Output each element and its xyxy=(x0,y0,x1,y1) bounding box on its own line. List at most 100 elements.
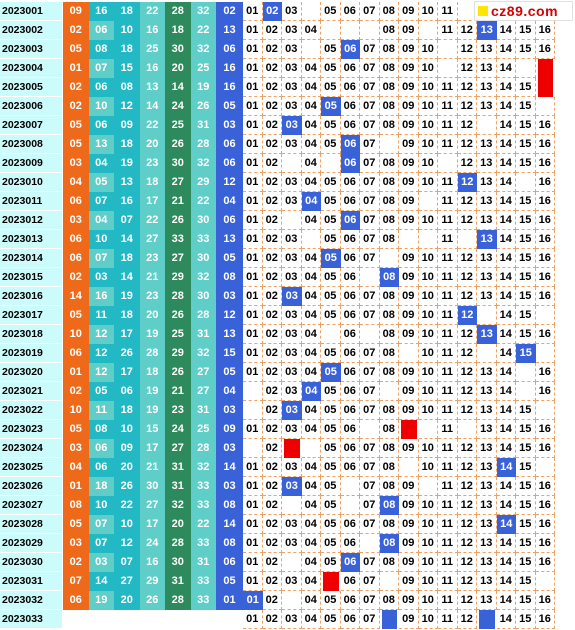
trend-number: 14 xyxy=(496,610,516,629)
trend-number: 11 xyxy=(438,344,458,363)
trend-number: 12 xyxy=(457,534,477,553)
red-ball xyxy=(88,610,114,629)
trend-number: 13 xyxy=(477,97,497,116)
trend-number: 14 xyxy=(496,344,516,363)
red-ball: 12 xyxy=(114,534,140,553)
red-ball: 22 xyxy=(139,2,165,21)
red-ball: 27 xyxy=(114,572,140,591)
trend-number: 10 xyxy=(418,439,438,458)
red-ball: 25 xyxy=(165,325,191,344)
trend-number: 08 xyxy=(379,211,399,230)
trend-number: 03 xyxy=(282,382,302,401)
trend-number xyxy=(535,344,555,363)
trend-number: 03 xyxy=(282,420,302,439)
red-ball: 30 xyxy=(190,211,216,230)
trend-number: 01 xyxy=(243,59,263,78)
trend-number: 03 xyxy=(282,21,302,40)
red-ball: 07 xyxy=(88,515,114,534)
red-ball xyxy=(114,610,140,629)
trend-number: 05 xyxy=(321,268,341,287)
trend-number: 05 xyxy=(321,344,341,363)
trend-number: 04 xyxy=(301,344,321,363)
trend-number: 15 xyxy=(516,116,536,135)
trend-number: 09 xyxy=(399,40,419,59)
blue-ball: 14 xyxy=(216,458,243,477)
trend-number xyxy=(282,211,302,230)
trend-number: 15 xyxy=(516,211,536,230)
trend-number: 07 xyxy=(360,572,380,591)
trend-number xyxy=(360,534,380,553)
trend-number: 14 xyxy=(496,591,516,610)
blue-trend-hit: 12 xyxy=(457,306,477,325)
trend-number: 05 xyxy=(321,382,341,401)
red-ball: 23 xyxy=(139,287,165,306)
trend-number: 06 xyxy=(340,306,360,325)
trend-number xyxy=(457,230,477,249)
trend-number: 12 xyxy=(457,78,477,97)
red-ball: 16 xyxy=(88,2,114,21)
red-ball: 33 xyxy=(190,591,216,610)
trend-number: 10 xyxy=(418,97,438,116)
trend-number: 05 xyxy=(321,211,341,230)
trend-number: 09 xyxy=(399,97,419,116)
trend-number: 07 xyxy=(360,135,380,154)
blue-ball: 04 xyxy=(216,382,243,401)
red-ball: 05 xyxy=(63,515,89,534)
trend-number xyxy=(379,572,399,591)
red-ball: 10 xyxy=(88,496,114,515)
trend-number: 06 xyxy=(340,325,360,344)
red-ball: 19 xyxy=(114,154,140,173)
trend-number: 09 xyxy=(399,306,419,325)
trend-number: 06 xyxy=(340,401,360,420)
trend-number: 12 xyxy=(457,59,477,78)
trend-number: 03 xyxy=(282,268,302,287)
trend-number: 05 xyxy=(321,40,341,59)
trend-number: 13 xyxy=(477,477,497,496)
trend-number: 01 xyxy=(243,534,263,553)
trend-number: 04 xyxy=(301,553,321,572)
issue-number: 2023031 xyxy=(0,572,63,591)
blue-ball: 05 xyxy=(216,363,243,382)
trend-number: 12 xyxy=(457,382,477,401)
trend-number: 12 xyxy=(457,249,477,268)
trend-number: 10 xyxy=(418,496,438,515)
trend-number xyxy=(399,458,419,477)
trend-number: 09 xyxy=(399,2,419,21)
trend-number: 07 xyxy=(360,97,380,116)
blue-trend-hit: 14 xyxy=(496,458,516,477)
red-ball: 05 xyxy=(63,40,89,59)
trend-number: 15 xyxy=(516,78,536,97)
red-ball: 01 xyxy=(63,363,89,382)
trend-number xyxy=(418,192,438,211)
trend-number xyxy=(301,40,321,59)
issue-number: 2023018 xyxy=(0,325,63,344)
trend-number: 14 xyxy=(496,268,516,287)
site-logo[interactable]: cz89.com xyxy=(474,1,573,21)
trend-number: 09 xyxy=(399,287,419,306)
red-ball: 33 xyxy=(190,477,216,496)
trend-number: 02 xyxy=(262,534,282,553)
trend-number: 13 xyxy=(477,591,497,610)
red-ball: 29 xyxy=(190,173,216,192)
trend-number: 13 xyxy=(477,439,497,458)
trend-number: 15 xyxy=(516,458,536,477)
red-ball: 21 xyxy=(139,458,165,477)
trend-number: 01 xyxy=(243,287,263,306)
trend-number: 10 xyxy=(418,116,438,135)
red-ball: 08 xyxy=(114,78,140,97)
trend-number: 08 xyxy=(379,439,399,458)
trend-number: 10 xyxy=(418,534,438,553)
trend-number: 02 xyxy=(262,21,282,40)
trend-number: 12 xyxy=(457,572,477,591)
red-ball: 16 xyxy=(88,287,114,306)
issue-number: 2023014 xyxy=(0,249,63,268)
trend-number: 12 xyxy=(457,97,477,116)
red-ball: 33 xyxy=(190,534,216,553)
red-ball: 03 xyxy=(88,268,114,287)
red-ball: 19 xyxy=(114,287,140,306)
trend-number: 06 xyxy=(340,230,360,249)
red-ball: 28 xyxy=(165,2,191,21)
issue-number: 2023001 xyxy=(0,2,63,21)
trend-number: 01 xyxy=(243,2,263,21)
trend-number: 15 xyxy=(516,553,536,572)
